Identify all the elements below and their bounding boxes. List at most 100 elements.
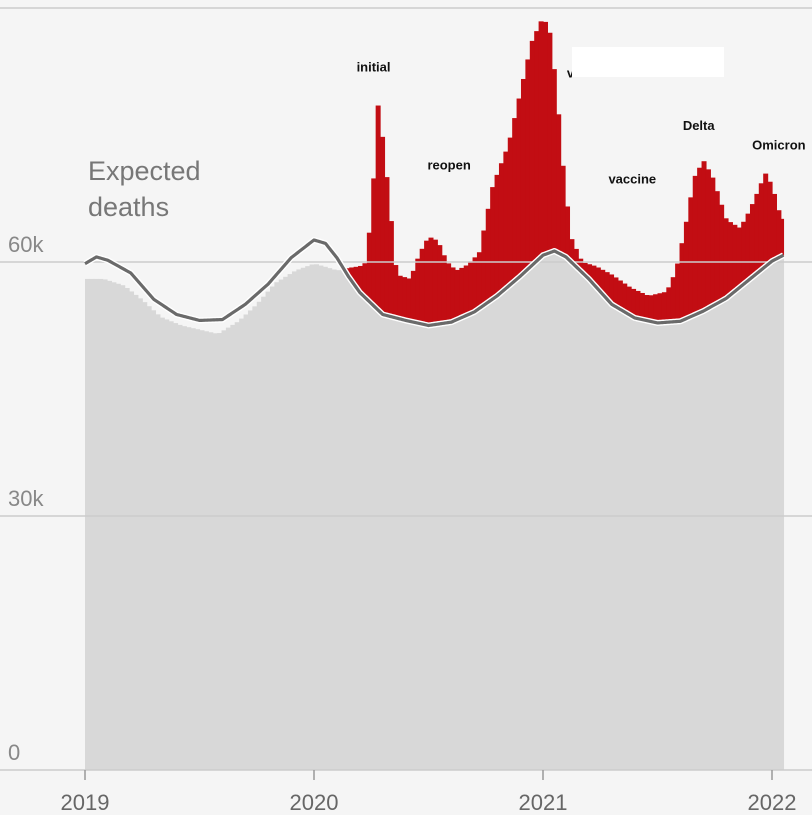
actual-bar	[428, 325, 434, 770]
actual-bar	[375, 309, 381, 770]
actual-bar	[181, 326, 187, 770]
excess-bar	[402, 277, 408, 321]
excess-bar	[569, 239, 575, 263]
excess-bar	[441, 255, 447, 324]
actual-bar	[653, 322, 659, 770]
actual-bar	[173, 323, 179, 770]
actual-bar	[331, 269, 337, 770]
actual-bar	[424, 325, 430, 770]
excess-bar	[697, 167, 703, 313]
actual-bar	[98, 278, 104, 770]
excess-bar	[701, 161, 707, 311]
excess-bar	[547, 32, 553, 253]
annotation-label: reopen	[427, 158, 470, 173]
actual-bar	[327, 268, 333, 770]
actual-bar	[604, 298, 610, 770]
actual-bar	[697, 312, 703, 770]
actual-bar	[305, 266, 311, 770]
annotation-label: vaccine	[608, 171, 656, 186]
actual-bar	[85, 278, 90, 770]
redaction-box	[572, 47, 724, 77]
actual-bar	[560, 255, 566, 770]
excess-bar	[366, 232, 372, 302]
actual-bar	[666, 322, 672, 770]
excess-bar	[732, 224, 738, 292]
actual-bar	[648, 321, 654, 770]
actual-bar	[309, 264, 315, 770]
actual-bar	[155, 314, 161, 770]
actual-bar	[124, 287, 130, 770]
excess-bar	[604, 272, 610, 299]
actual-bar	[322, 266, 328, 770]
excess-bar	[723, 218, 729, 299]
excess-bar	[587, 264, 593, 280]
actual-bar	[463, 315, 469, 770]
excess-bar	[349, 267, 355, 281]
actual-bar	[265, 291, 271, 770]
actual-bar	[256, 301, 262, 770]
actual-bar	[269, 286, 275, 770]
excess-bar	[595, 267, 601, 290]
actual-bar	[291, 271, 297, 770]
excess-bar	[529, 40, 535, 266]
excess-bar	[683, 221, 689, 319]
actual-bar	[208, 332, 214, 770]
actual-bar	[692, 314, 698, 770]
actual-bar	[551, 251, 557, 770]
actual-bar	[763, 266, 769, 770]
actual-bar	[538, 257, 544, 770]
y-tick-label: 30k	[8, 486, 44, 511]
actual-bar	[587, 279, 593, 770]
excess-bar	[380, 136, 386, 315]
annotation-label: Omicron	[752, 137, 806, 152]
actual-bar	[644, 320, 650, 770]
actual-bar	[635, 318, 641, 770]
excess-bar	[617, 280, 623, 310]
actual-bar	[384, 315, 390, 770]
excess-bar	[666, 287, 672, 323]
excess-bar	[428, 237, 434, 326]
actual-bar	[591, 284, 597, 770]
actual-bar	[247, 310, 253, 770]
actual-bar	[239, 318, 245, 770]
actual-bar	[657, 322, 663, 770]
actual-bar	[366, 301, 372, 770]
actual-bar	[314, 264, 319, 770]
excess-bar	[450, 267, 456, 322]
actual-bar	[274, 282, 280, 770]
excess-bar	[644, 295, 650, 321]
actual-bar	[151, 310, 157, 770]
excess-bar	[472, 257, 478, 312]
annotation-label: initial	[357, 60, 391, 75]
actual-bar	[217, 333, 223, 770]
excess-bar	[600, 269, 606, 295]
actual-bar	[754, 273, 760, 770]
actual-bar	[459, 317, 465, 770]
excess-bar	[749, 204, 755, 278]
actual-deaths-layer	[85, 21, 785, 771]
excess-bar	[613, 277, 619, 307]
actual-bar	[344, 274, 350, 770]
actual-bar	[543, 254, 548, 770]
actual-bar	[159, 317, 165, 770]
expected-deaths-label-line2: deaths	[88, 192, 169, 222]
excess-bar	[719, 204, 725, 302]
actual-bar	[485, 302, 491, 770]
actual-bar	[675, 321, 681, 770]
excess-bar	[384, 177, 390, 316]
actual-bar	[609, 303, 615, 770]
actual-bar	[318, 265, 324, 770]
actual-bar	[353, 286, 359, 770]
actual-bar	[498, 292, 504, 770]
excess-bar	[358, 265, 364, 293]
actual-bar	[164, 319, 170, 770]
excess-bar	[432, 239, 438, 325]
actual-bar	[631, 317, 637, 770]
actual-bar	[278, 279, 284, 770]
x-tick-label: 2021	[519, 790, 568, 815]
actual-bar	[177, 324, 183, 770]
annotation-label: v	[567, 65, 575, 80]
actual-bar	[714, 303, 720, 770]
excess-bar	[476, 252, 482, 309]
actual-bar	[503, 288, 509, 770]
